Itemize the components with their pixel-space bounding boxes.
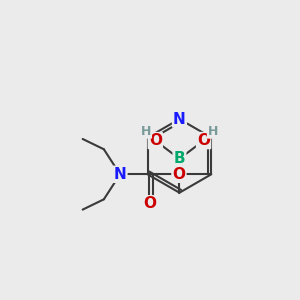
Text: O: O [149,133,162,148]
Text: B: B [174,151,185,166]
Text: N: N [114,167,126,182]
Text: N: N [173,112,186,127]
Text: H: H [141,125,151,138]
Text: O: O [172,167,185,182]
Text: O: O [197,133,210,148]
Text: O: O [143,196,156,211]
Text: H: H [208,125,218,138]
